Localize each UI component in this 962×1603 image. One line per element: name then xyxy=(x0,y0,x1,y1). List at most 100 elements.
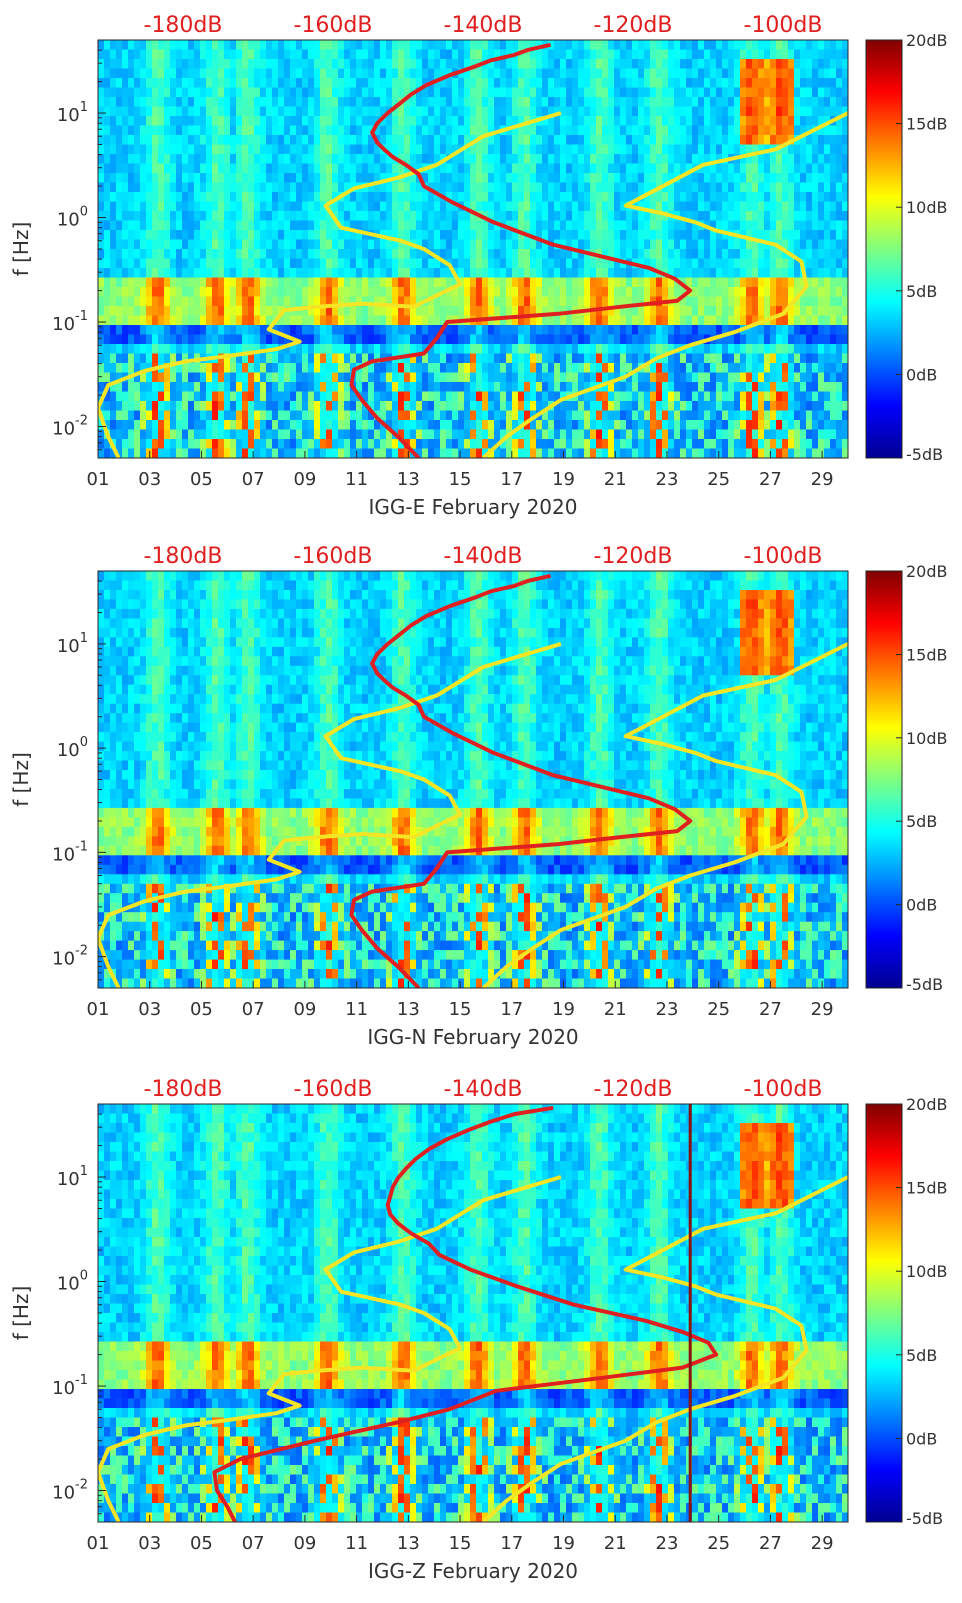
top-db-label: -100dB xyxy=(744,544,823,569)
colorbar-label: 15dB xyxy=(906,1179,948,1198)
x-axis-title: IGG-Z February 2020 xyxy=(368,1559,578,1583)
top-db-label: -160dB xyxy=(294,544,373,569)
x-tick-label: 03 xyxy=(138,999,161,1020)
y-tick-label: 10-2 xyxy=(52,1478,88,1504)
y-axis-title: f [Hz] xyxy=(9,752,33,807)
x-tick-label: 19 xyxy=(552,999,575,1020)
x-tick-label: 23 xyxy=(656,469,679,490)
x-tick-label: 07 xyxy=(242,999,265,1020)
x-tick-label: 11 xyxy=(345,469,368,490)
top-db-label: -140dB xyxy=(444,13,523,38)
spectrogram-image xyxy=(98,40,849,459)
colorbar xyxy=(866,40,902,458)
panel-2: 01 03 05 07 09 11 13 15 17 19 21 23 25 27 29 10-2 10-1 10… xyxy=(9,544,948,1049)
top-db-label: -120dB xyxy=(594,544,673,569)
top-db-label: -160dB xyxy=(294,1077,373,1102)
x-tick-label: 05 xyxy=(190,469,213,490)
x-tick-label: 01 xyxy=(87,1533,110,1554)
colorbar-label: 5dB xyxy=(906,1346,937,1365)
x-tick-label: 05 xyxy=(190,999,213,1020)
colorbar-label: 5dB xyxy=(906,812,937,831)
colorbar-label: 20dB xyxy=(906,562,948,581)
x-tick-label: 03 xyxy=(138,469,161,490)
top-db-label: -120dB xyxy=(594,1077,673,1102)
y-tick-label: 10-2 xyxy=(52,944,88,970)
x-tick-label: 03 xyxy=(138,1533,161,1554)
colorbar-label: 0dB xyxy=(906,365,937,384)
spectrogram-image xyxy=(98,571,849,989)
colorbar-label: 15dB xyxy=(906,115,948,134)
y-tick-label: 100 xyxy=(57,205,88,231)
x-tick-label: 15 xyxy=(449,469,472,490)
y-tick-label: 10-2 xyxy=(52,414,88,440)
colorbar-label: 15dB xyxy=(906,645,948,664)
x-tick-label: 25 xyxy=(707,999,730,1020)
y-tick-label: 101 xyxy=(57,100,88,126)
top-db-label: -100dB xyxy=(744,13,823,38)
x-tick-label: 15 xyxy=(449,1533,472,1554)
y-tick-label: 100 xyxy=(57,735,88,761)
y-tick-label: 10-1 xyxy=(52,839,88,865)
x-tick-label: 09 xyxy=(293,469,316,490)
y-tick-label: 101 xyxy=(57,631,88,657)
y-axis-title: f [Hz] xyxy=(9,222,33,277)
x-tick-label: 19 xyxy=(552,1533,575,1554)
y-tick-label: 100 xyxy=(57,1269,88,1295)
x-tick-label: 21 xyxy=(604,469,627,490)
x-tick-label: 21 xyxy=(604,999,627,1020)
x-tick-label: 01 xyxy=(87,999,110,1020)
x-tick-label: 13 xyxy=(397,999,420,1020)
x-tick-label: 27 xyxy=(759,999,782,1020)
x-tick-label: 01 xyxy=(87,469,110,490)
colorbar-label: 5dB xyxy=(906,282,937,301)
colorbar xyxy=(866,1104,902,1522)
x-tick-label: 21 xyxy=(604,1533,627,1554)
x-tick-label: 27 xyxy=(759,469,782,490)
x-tick-label: 23 xyxy=(656,999,679,1020)
colorbar-label: -5dB xyxy=(906,975,943,994)
x-tick-label: 25 xyxy=(707,1533,730,1554)
top-db-label: -180dB xyxy=(144,1077,223,1102)
top-db-label: -100dB xyxy=(744,1077,823,1102)
x-tick-label: 11 xyxy=(345,999,368,1020)
y-tick-label: 10-1 xyxy=(52,309,88,335)
colorbar-label: 20dB xyxy=(906,31,948,50)
x-tick-label: 17 xyxy=(500,999,523,1020)
top-db-label: -160dB xyxy=(294,13,373,38)
colorbar-label: 0dB xyxy=(906,1429,937,1448)
x-axis-title: IGG-N February 2020 xyxy=(367,1025,578,1049)
colorbar-label: -5dB xyxy=(906,1509,943,1528)
y-tick-label: 101 xyxy=(57,1164,88,1190)
top-db-label: -180dB xyxy=(144,544,223,569)
colorbar-label: 0dB xyxy=(906,896,937,915)
x-tick-label: 09 xyxy=(293,999,316,1020)
x-tick-label: 17 xyxy=(500,1533,523,1554)
x-tick-label: 07 xyxy=(242,1533,265,1554)
x-tick-label: 13 xyxy=(397,469,420,490)
colorbar xyxy=(866,571,902,988)
x-tick-label: 29 xyxy=(811,999,834,1020)
spectrogram-image xyxy=(98,1104,849,1523)
top-db-label: -140dB xyxy=(444,1077,523,1102)
x-tick-label: 29 xyxy=(811,1533,834,1554)
x-tick-label: 05 xyxy=(190,1533,213,1554)
colorbar-label: -5dB xyxy=(906,445,943,464)
colorbar-label: 10dB xyxy=(906,198,948,217)
x-tick-label: 17 xyxy=(500,469,523,490)
top-db-label: -180dB xyxy=(144,13,223,38)
x-tick-label: 25 xyxy=(707,469,730,490)
top-db-label: -140dB xyxy=(444,544,523,569)
x-tick-label: 15 xyxy=(449,999,472,1020)
top-db-label: -120dB xyxy=(594,13,673,38)
x-tick-label: 29 xyxy=(811,469,834,490)
x-tick-label: 13 xyxy=(397,1533,420,1554)
colorbar-label: 20dB xyxy=(906,1095,948,1114)
y-axis-title: f [Hz] xyxy=(9,1286,33,1341)
x-axis-title: IGG-E February 2020 xyxy=(369,495,578,519)
x-tick-label: 23 xyxy=(656,1533,679,1554)
colorbar-label: 10dB xyxy=(906,1262,948,1281)
